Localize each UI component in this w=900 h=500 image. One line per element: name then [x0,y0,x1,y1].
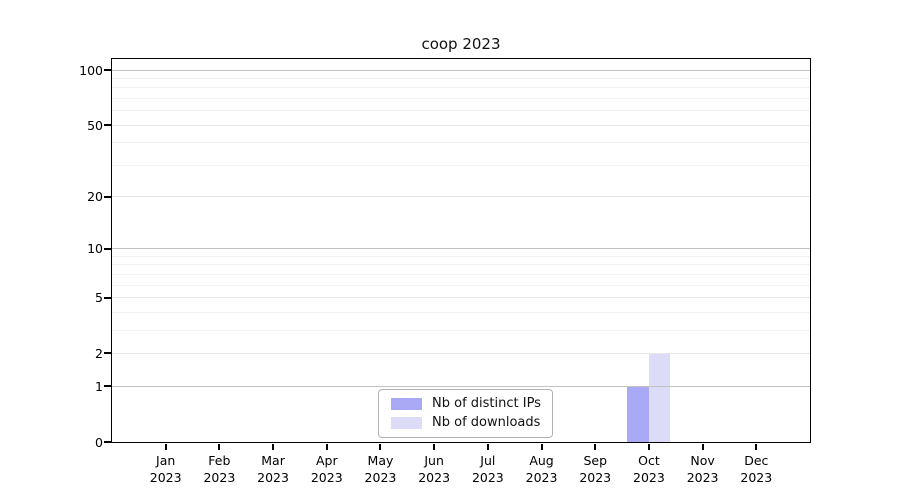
x-tick-month: Nov [690,453,715,468]
x-tick-mark [218,443,221,450]
x-tick-year: 2023 [149,470,182,485]
x-tick-year: 2023 [310,470,343,485]
x-tick-month: Dec [744,453,769,468]
x-tick-label: Mar 2023 [240,452,306,486]
x-tick-year: 2023 [740,470,773,485]
x-tick-month: Sep [583,453,607,468]
x-tick-month: Jan [156,453,176,468]
y-tick-label: 50 [87,117,103,133]
bar-oct-series0 [627,386,649,442]
gridline-y-30 [112,164,810,166]
x-tick-month: Aug [529,453,554,468]
x-tick-year: 2023 [579,470,612,485]
legend-label-distinct-ips: Nb of distinct IPs [432,396,541,411]
x-tick-month: Jun [424,453,444,468]
x-tick-mark [540,443,543,450]
x-tick-month: Apr [315,453,338,468]
chart-title: coop 2023 [421,35,501,53]
x-tick-label: Aug 2023 [509,452,575,486]
x-tick-year: 2023 [203,470,236,485]
x-tick-month: Oct [638,453,660,468]
gridline-y-10 [112,248,810,250]
y-tick-mark [104,441,112,443]
y-tick-label: 0 [95,434,103,450]
gridline-y-1 [112,385,810,387]
legend-item-distinct-ips: Nb of distinct IPs [391,396,541,411]
x-tick-label: May 2023 [347,452,413,486]
y-tick-mark [104,247,112,250]
y-tick-label: 5 [95,290,103,306]
gridline-y-6 [112,284,810,286]
gridline-y-80 [112,87,810,89]
gridline-y-8 [112,264,810,266]
x-tick-mark [486,443,489,450]
x-tick-mark [755,443,758,450]
x-tick-label: Oct 2023 [616,452,682,486]
gridline-y-20 [112,196,810,198]
y-tick-label: 10 [87,241,103,257]
x-tick-month: May [367,453,394,468]
x-tick-year: 2023 [633,470,665,485]
x-tick-year: 2023 [525,470,558,485]
legend-item-downloads: Nb of downloads [391,415,541,430]
x-tick-label: Jan 2023 [133,452,199,486]
y-tick-label: 20 [87,189,103,205]
y-tick-mark [104,296,112,299]
gridline-y-4 [112,311,810,313]
gridline-y-2 [112,352,810,354]
x-tick-year: 2023 [364,470,397,485]
gridline-y-7 [112,273,810,275]
x-tick-label: Dec 2023 [723,452,789,486]
gridline-y-5 [112,297,810,299]
x-tick-mark [701,443,704,450]
legend-label-downloads: Nb of downloads [432,415,541,430]
legend-swatch-downloads [391,416,422,429]
gridline-y-50 [112,124,810,126]
legend-swatch-distinct-ips [391,397,422,410]
x-tick-mark [594,443,597,450]
x-tick-label: Nov 2023 [670,452,736,486]
x-tick-month: Mar [261,453,285,468]
gridline-y-70 [112,98,810,100]
y-tick-mark [104,352,112,355]
x-tick-label: Jun 2023 [401,452,467,486]
gridline-y-9 [112,255,810,257]
x-tick-mark [433,443,436,450]
x-tick-label: Feb 2023 [186,452,252,486]
y-tick-mark [104,69,112,72]
gridline-y-90 [112,78,810,80]
gridline-y-3 [112,329,810,331]
y-tick-label: 100 [79,62,103,78]
y-tick-mark [104,385,112,388]
gridline-y-60 [112,110,810,112]
x-tick-year: 2023 [686,470,719,485]
y-tick-label: 1 [95,378,103,394]
x-tick-year: 2023 [418,470,451,485]
y-tick-mark [104,124,112,127]
gridline-y-40 [112,142,810,144]
legend: Nb of distinct IPs Nb of downloads [378,389,553,438]
x-tick-month: Jul [480,453,496,468]
x-tick-mark [272,443,275,450]
y-tick-mark [104,195,112,198]
x-tick-mark [379,443,382,450]
x-tick-year: 2023 [471,470,504,485]
x-tick-year: 2023 [257,470,289,485]
x-tick-label: Jul 2023 [455,452,521,486]
x-tick-mark [325,443,328,450]
x-tick-label: Apr 2023 [294,452,360,486]
gridline-y-100 [112,69,810,71]
x-tick-label: Sep 2023 [562,452,628,486]
x-tick-month: Feb [208,453,231,468]
bar-oct-series1 [648,353,671,442]
x-tick-mark [164,443,167,450]
y-tick-label: 2 [95,345,103,361]
x-tick-mark [647,443,650,450]
